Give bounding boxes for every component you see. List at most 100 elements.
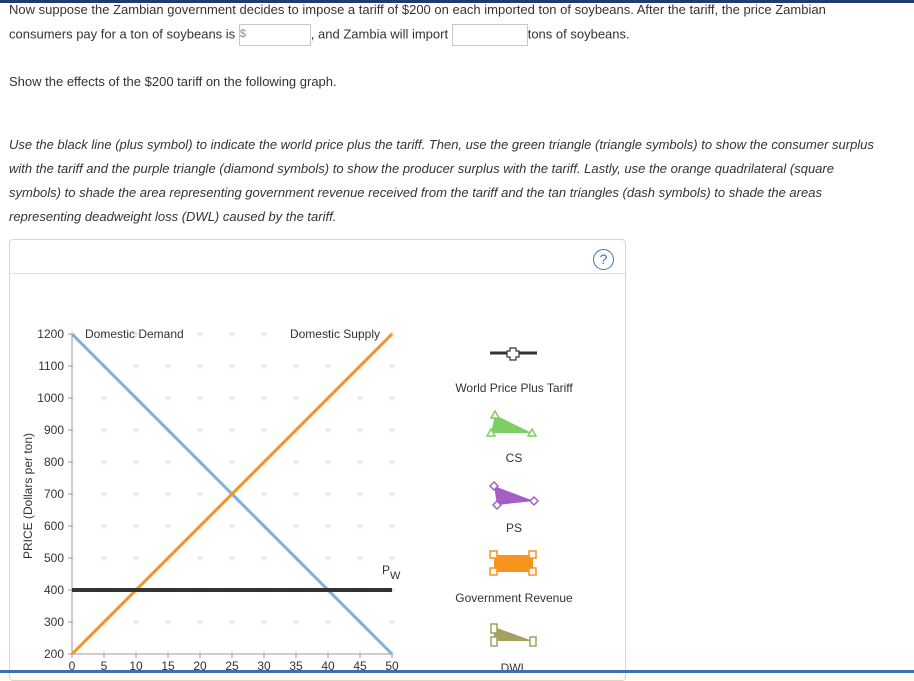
grid-marker <box>197 395 203 401</box>
instruction-line: with the tariff and the purple triangle … <box>9 161 834 176</box>
help-icon[interactable]: ? <box>593 249 614 270</box>
y-axis-label: PRICE (Dollars per ton) <box>21 433 35 559</box>
y-tick-label: 1000 <box>37 391 64 405</box>
question-line-2: consumers pay for a ton of soybeans is $… <box>9 24 630 46</box>
grid-marker <box>165 331 171 337</box>
bottom-border <box>0 670 914 673</box>
square-icon <box>489 550 498 559</box>
grid-marker <box>325 331 331 337</box>
grid-marker <box>133 331 139 337</box>
y-tick-label: 700 <box>44 487 64 501</box>
dash-icon <box>529 636 537 647</box>
grid-marker <box>197 331 203 337</box>
grid-marker <box>101 459 107 465</box>
grid-marker <box>133 555 139 561</box>
dollar-sign: $ <box>239 28 246 40</box>
grid-marker <box>389 363 395 369</box>
grid-marker <box>101 555 107 561</box>
grid-marker <box>101 523 107 529</box>
deadweight-loss-tool[interactable] <box>490 623 537 647</box>
grid-marker <box>389 491 395 497</box>
square-icon <box>489 567 498 576</box>
x-tick-label: 40 <box>321 659 335 673</box>
grid-marker <box>293 523 299 529</box>
grid-marker <box>229 331 235 337</box>
grid-marker <box>389 619 395 625</box>
grid-marker <box>165 395 171 401</box>
grid-marker <box>229 619 235 625</box>
instruction-line: Use the black line (plus symbol) to indi… <box>9 137 874 152</box>
consumer-surplus-tool[interactable] <box>485 409 538 437</box>
grid-marker <box>165 619 171 625</box>
question-line-1: Now suppose the Zambian government decid… <box>9 2 826 17</box>
grid-marker <box>261 395 267 401</box>
grid-marker <box>389 459 395 465</box>
question-text-mid: , and Zambia will import <box>310 26 449 42</box>
grid-marker <box>261 555 267 561</box>
grid-marker <box>197 363 203 369</box>
imports-answer-field[interactable] <box>451 24 528 46</box>
grid-marker <box>325 555 331 561</box>
y-tick-label: 1100 <box>38 359 64 373</box>
grid-marker <box>197 427 203 433</box>
question-text-post: tons of soybeans. <box>527 26 630 42</box>
x-tick-label: 0 <box>69 659 76 673</box>
grid-marker <box>389 427 395 433</box>
grid-marker <box>165 363 171 369</box>
plus-icon <box>506 347 520 361</box>
grid-marker <box>325 363 331 369</box>
series-label-pw: PW <box>382 563 401 582</box>
grid-marker <box>165 491 171 497</box>
graph-panel-header <box>10 240 625 274</box>
producer-surplus-tool[interactable] <box>488 480 540 511</box>
grid-marker <box>293 619 299 625</box>
grid-marker <box>325 427 331 433</box>
grid-marker <box>357 331 363 337</box>
grid-marker <box>357 555 363 561</box>
instruction-line: symbols) to shade the area representing … <box>9 185 822 200</box>
world-price-plus-tariff-label: World Price Plus Tariff <box>455 381 573 395</box>
series-line-domestic-supply <box>70 332 394 656</box>
graph-panel: ? <box>9 239 626 681</box>
world-price-plus-tariff-tool[interactable] <box>490 347 537 361</box>
y-tick-label: 400 <box>44 583 64 597</box>
grid-marker <box>261 427 267 433</box>
grid-marker <box>293 491 299 497</box>
y-tick-label: 800 <box>44 455 64 469</box>
grid-marker <box>325 459 331 465</box>
triangle-icon <box>526 427 538 437</box>
grid-marker <box>293 395 299 401</box>
government-revenue-label: Government Revenue <box>455 591 573 605</box>
diamond-icon <box>488 480 500 492</box>
x-tick-label: 15 <box>161 659 175 673</box>
show-effects-text: Show the effects of the $200 tariff on t… <box>9 74 337 89</box>
grid-marker <box>357 459 363 465</box>
grid-marker <box>293 331 299 337</box>
price-answer-field[interactable]: $ <box>238 24 311 46</box>
grid-marker <box>357 427 363 433</box>
grid-marker <box>261 619 267 625</box>
grid-marker <box>229 363 235 369</box>
grid-marker <box>197 491 203 497</box>
y-tick-label: 900 <box>44 423 64 437</box>
cs-label: CS <box>506 451 523 465</box>
series-label-domestic-demand: Domestic Demand <box>85 327 184 341</box>
square-icon <box>528 567 537 576</box>
series-label-domestic-supply: Domestic Supply <box>290 327 380 341</box>
triangle-icon <box>485 427 497 437</box>
x-tick-label: 45 <box>353 659 367 673</box>
grid-marker <box>325 619 331 625</box>
grid-marker <box>357 395 363 401</box>
grid-marker <box>261 363 267 369</box>
ps-label: PS <box>506 521 522 535</box>
grid-marker <box>229 427 235 433</box>
grid-marker <box>389 555 395 561</box>
grid-marker <box>133 619 139 625</box>
grid-marker <box>389 523 395 529</box>
triangle-icon <box>489 409 501 419</box>
grid-marker <box>165 459 171 465</box>
government-revenue-tool[interactable] <box>489 550 537 576</box>
grid-marker <box>389 395 395 401</box>
y-tick-label: 300 <box>44 615 64 629</box>
